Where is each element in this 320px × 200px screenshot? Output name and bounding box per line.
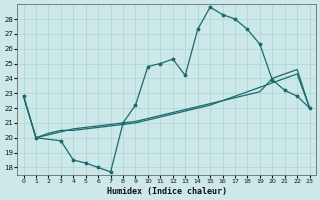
X-axis label: Humidex (Indice chaleur): Humidex (Indice chaleur) bbox=[107, 187, 227, 196]
